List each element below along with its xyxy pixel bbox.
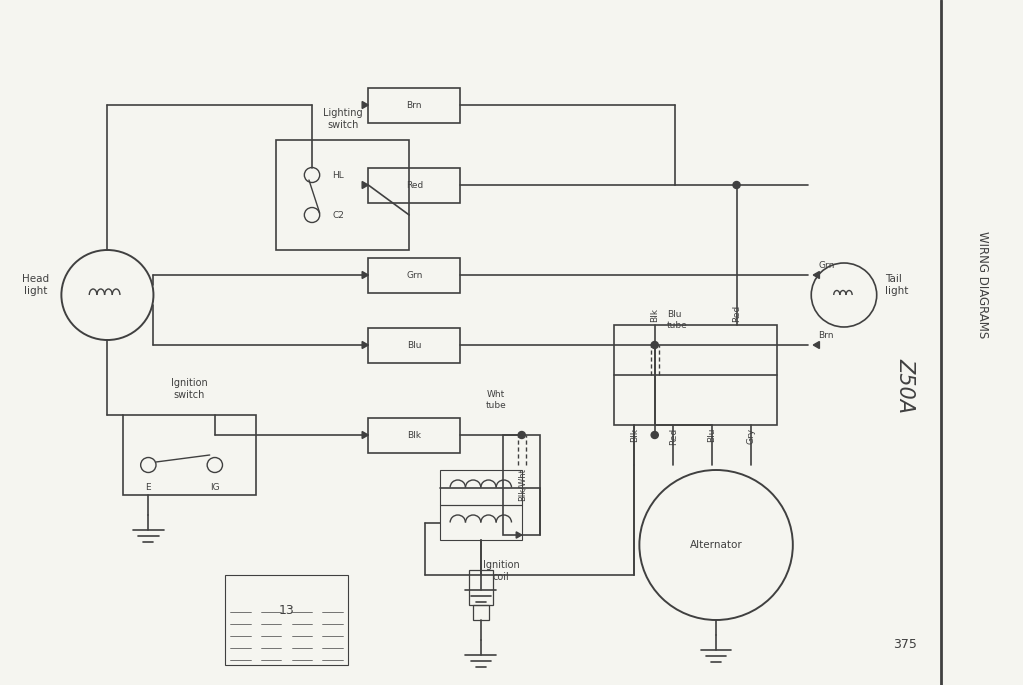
Bar [614,325,777,425]
Bar [503,435,540,535]
Text: Blu
tube: Blu tube [667,310,687,329]
Polygon shape [362,182,368,188]
Text: Red: Red [732,305,741,322]
Polygon shape [362,342,368,349]
Bar [368,417,460,453]
Text: Blu: Blu [708,428,716,443]
Circle shape [518,432,526,438]
Bar [225,575,348,665]
Polygon shape [362,271,368,279]
Text: Red: Red [406,181,422,190]
Bar [368,88,460,123]
Bar [123,415,256,495]
Text: Wht
tube: Wht tube [486,390,506,410]
Polygon shape [362,432,368,438]
Text: 375: 375 [893,638,918,651]
Bar [276,140,409,250]
Circle shape [651,432,659,438]
Text: Blu: Blu [407,340,421,349]
Text: WIRNG DIAGRAMS: WIRNG DIAGRAMS [976,232,988,338]
Circle shape [732,182,741,188]
Text: Z50A: Z50A [895,358,916,412]
Text: Blk: Blk [407,430,421,440]
Text: Tail
light: Tail light [885,274,908,296]
Bar [368,168,460,203]
Circle shape [651,342,659,349]
Text: HL: HL [332,171,344,179]
Text: Blk: Blk [630,428,638,442]
Text: Alternator: Alternator [690,540,743,550]
Polygon shape [813,342,819,349]
Bar [473,605,489,620]
Text: Blk/Wht: Blk/Wht [518,469,526,501]
Bar [469,570,493,605]
Text: 13: 13 [278,603,295,616]
Bar [440,505,522,540]
Text: E: E [145,482,151,492]
Text: Brn: Brn [406,101,422,110]
Text: Ignition
switch: Ignition switch [171,378,208,400]
Text: C2: C2 [332,210,345,219]
Text: Ignition
coil: Ignition coil [483,560,520,582]
Text: IG: IG [210,482,220,492]
Polygon shape [813,271,819,279]
Text: Head
light: Head light [23,274,49,296]
Polygon shape [362,101,368,108]
Bar [368,258,460,292]
Text: Gry: Gry [747,428,755,444]
Text: Grn: Grn [406,271,422,279]
Text: Grn: Grn [818,261,835,270]
Text: Red: Red [669,428,677,445]
Bar [368,327,460,362]
Text: Lighting
switch: Lighting switch [323,108,362,130]
Text: Blk: Blk [651,308,659,322]
Text: Brn: Brn [818,331,834,340]
Polygon shape [517,532,522,538]
Bar [440,470,522,505]
